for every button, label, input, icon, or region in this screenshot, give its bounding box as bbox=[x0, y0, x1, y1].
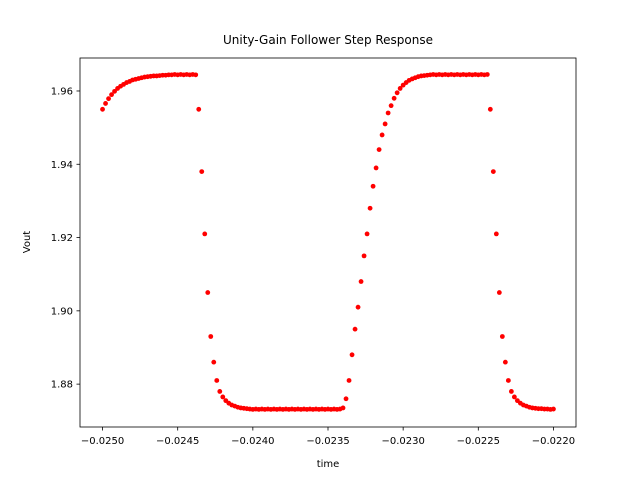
x-tick-label: −0.0220 bbox=[532, 436, 575, 447]
scatter-point bbox=[499, 334, 505, 339]
y-tick-label: 1.90 bbox=[51, 306, 73, 317]
scatter-point bbox=[367, 205, 373, 211]
scatter-point bbox=[202, 231, 208, 237]
scatter-point bbox=[346, 378, 352, 383]
scatter-point bbox=[103, 101, 108, 106]
scatter-point bbox=[361, 253, 367, 259]
scatter-point bbox=[490, 169, 496, 174]
scatter-point bbox=[487, 106, 493, 112]
x-tick-label: −0.0240 bbox=[231, 436, 274, 447]
y-tick-label: 1.96 bbox=[51, 86, 73, 97]
scatter-point bbox=[511, 394, 517, 400]
x-tick-label: −0.0250 bbox=[81, 436, 124, 447]
scatter-point bbox=[376, 147, 382, 153]
x-tick-label: −0.0230 bbox=[381, 436, 424, 447]
scatter-point bbox=[484, 72, 490, 77]
scatter-point bbox=[199, 169, 205, 174]
scatter-point bbox=[106, 96, 111, 102]
scatter-point bbox=[373, 165, 379, 171]
scatter-point bbox=[208, 334, 214, 339]
scatter-point bbox=[220, 394, 226, 400]
x-axis-label: time bbox=[317, 459, 340, 470]
scatter-point bbox=[352, 326, 358, 332]
scatter-point bbox=[217, 389, 223, 394]
scatter-point bbox=[370, 183, 376, 189]
y-tick-label: 1.88 bbox=[51, 380, 73, 391]
scatter-point bbox=[397, 86, 403, 91]
scatter-point bbox=[112, 88, 117, 94]
scatter-point bbox=[385, 110, 391, 116]
scatter-point bbox=[214, 378, 220, 383]
scatter-point bbox=[496, 290, 502, 295]
scatter-point bbox=[551, 406, 556, 412]
x-tick-label: −0.0225 bbox=[457, 436, 500, 447]
x-tick-label: −0.0235 bbox=[306, 436, 349, 447]
scatter-point bbox=[358, 279, 364, 284]
scatter-point bbox=[493, 231, 499, 237]
x-tick-label: −0.0245 bbox=[156, 436, 199, 447]
scatter-point bbox=[211, 359, 217, 365]
scatter-point bbox=[382, 121, 388, 127]
y-axis-label: Vout bbox=[22, 231, 33, 254]
scatter-point bbox=[100, 106, 105, 112]
chart-title: Unity-Gain Follower Step Response bbox=[223, 33, 433, 47]
scatter-point bbox=[349, 352, 355, 358]
scatter-point bbox=[364, 231, 370, 237]
scatter-point bbox=[343, 396, 349, 402]
scatter-point bbox=[193, 72, 199, 78]
scatter-point bbox=[379, 132, 385, 138]
scatter-point bbox=[505, 378, 511, 383]
y-tick-label: 1.92 bbox=[51, 233, 73, 244]
scatter-point bbox=[391, 95, 397, 101]
scatter-point bbox=[340, 405, 346, 411]
scatter-point bbox=[508, 389, 514, 394]
plot-area bbox=[100, 72, 556, 412]
scatter-point bbox=[196, 106, 202, 112]
y-tick-label: 1.94 bbox=[51, 160, 73, 171]
scatter-point bbox=[205, 290, 211, 295]
scatter-point bbox=[355, 304, 361, 310]
scatter-point bbox=[109, 92, 114, 98]
scatter-point bbox=[394, 90, 400, 96]
scatter-point bbox=[388, 103, 394, 109]
scatter-point bbox=[502, 359, 508, 365]
